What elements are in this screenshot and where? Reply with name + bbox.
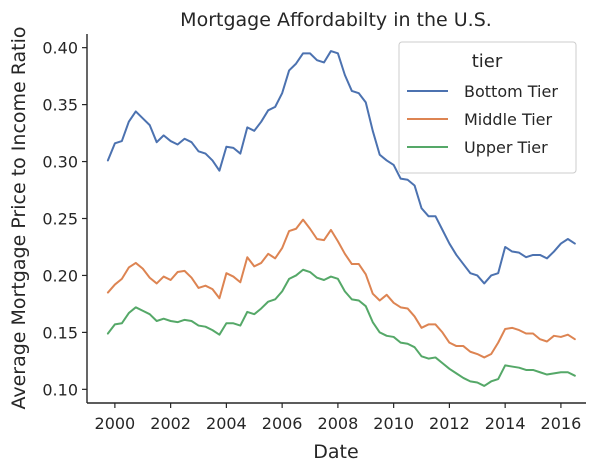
x-tick-label: 2016 [541,414,582,433]
x-tick-label: 2002 [150,414,191,433]
x-tick-label: 2012 [429,414,470,433]
legend: tier Bottom Tier Middle Tier Upper Tier [398,41,577,174]
y-tick-label: 0.35 [42,96,78,115]
legend-entries: Bottom Tier Middle Tier Upper Tier [407,82,558,157]
x-tick-label: 2004 [206,414,247,433]
x-tick-label: 2000 [95,414,136,433]
x-tick-label: 2008 [318,414,359,433]
legend-label: Upper Tier [464,138,548,157]
y-tick-label: 0.30 [42,153,78,172]
series-line-upper-tier [106,268,576,387]
y-tick-label: 0.40 [42,39,78,58]
x-tick-label: 2010 [373,414,414,433]
legend-frame [398,41,577,174]
legend-title: tier [472,51,503,72]
legend-label: Middle Tier [464,110,553,129]
y-tick-label: 0.20 [42,266,78,285]
x-axis-label: Date [313,441,358,463]
y-axis-label: Average Mortgage Price to Income Ratio [8,26,30,409]
legend-label: Bottom Tier [464,82,558,101]
x-axis-ticks: 2000 2002 2004 2006 2008 2010 2012 2014 2016 [95,403,582,433]
y-axis-ticks: 0.10 0.15 0.20 0.25 0.30 0.35 0.40 [42,39,87,399]
series-line-bottom-tier [106,50,576,285]
y-tick-label: 0.15 [42,323,78,342]
y-tick-label: 0.25 [42,210,78,229]
y-tick-label: 0.10 [42,380,78,399]
series-line-middle-tier [106,218,576,359]
chart-title: Mortgage Affordabilty in the U.S. [180,9,492,31]
series-layer [106,50,576,387]
x-tick-label: 2006 [262,414,303,433]
x-tick-label: 2014 [485,414,526,433]
